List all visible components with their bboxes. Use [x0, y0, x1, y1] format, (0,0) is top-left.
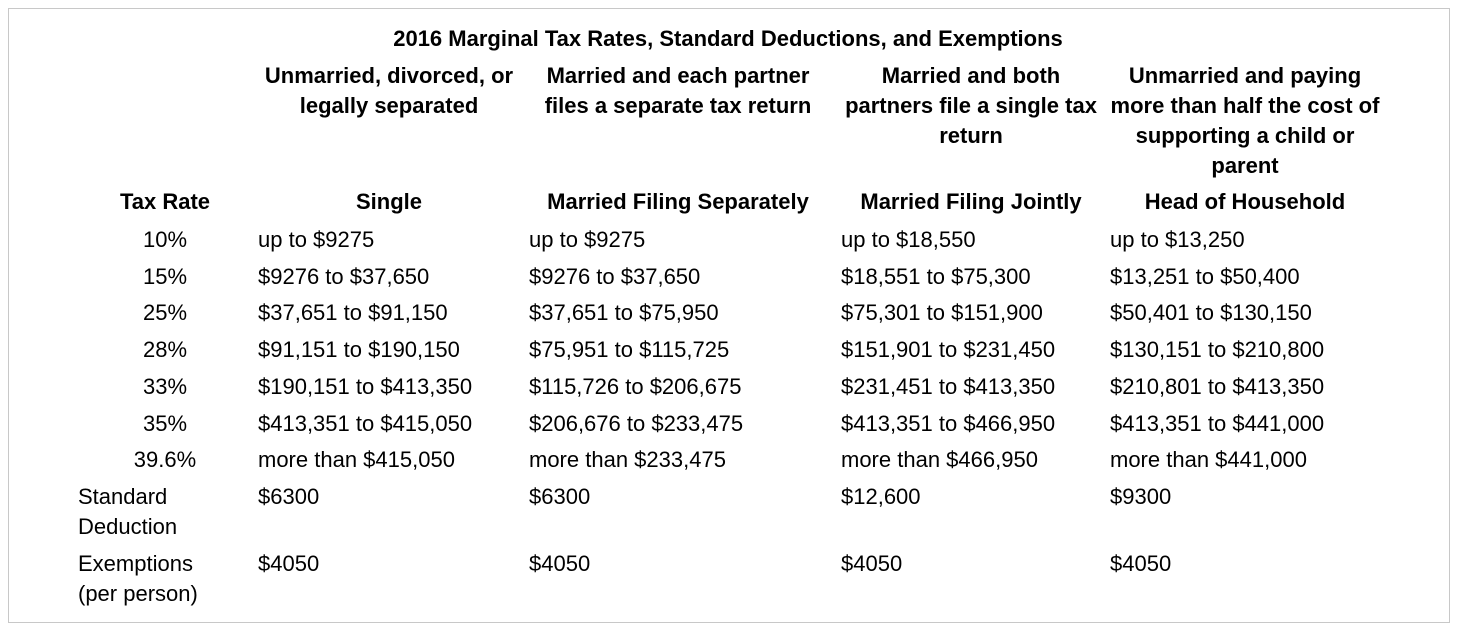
column-header-head-of-household: Head of Household — [1144, 189, 1346, 214]
table-title: 2016 Marginal Tax Rates, Standard Deduct… — [393, 26, 1063, 51]
table-cell: $12,600 — [841, 484, 921, 509]
table-cell: up to $13,250 — [1110, 227, 1245, 252]
table-cell: $231,451 to $413,350 — [841, 374, 1056, 399]
column-description-married-jointly: Married and both partners file a single … — [845, 63, 1097, 148]
table-cell: $130,151 to $210,800 — [1110, 337, 1325, 362]
column-header-married-jointly: Married Filing Jointly — [860, 189, 1082, 214]
table-cell: more than $233,475 — [529, 447, 726, 472]
exemptions-label: Exemptions (per person) — [78, 551, 198, 606]
table-cell: $190,151 to $413,350 — [258, 374, 473, 399]
table-cell: $18,551 to $75,300 — [841, 264, 1031, 289]
table-cell: $9276 to $37,650 — [529, 264, 701, 289]
table-cell: $50,401 to $130,150 — [1110, 300, 1312, 325]
table-cell: $151,901 to $231,450 — [841, 337, 1056, 362]
table-cell: $13,251 to $50,400 — [1110, 264, 1300, 289]
column-description-single: Unmarried, divorced, or legally separate… — [264, 63, 514, 118]
tax-rate-header: Tax Rate — [119, 189, 211, 214]
table-cell: $37,651 to $91,150 — [258, 300, 448, 325]
tax-rate-cell: 10% — [142, 227, 188, 252]
table-cell: $9300 — [1110, 484, 1172, 509]
table-cell: $210,801 to $413,350 — [1110, 374, 1325, 399]
table-cell: $115,726 to $206,675 — [529, 374, 742, 399]
tax-rate-cell: 15% — [142, 264, 188, 289]
tax-rate-cell: 25% — [142, 300, 188, 325]
table-cell: up to $9275 — [529, 227, 646, 252]
column-header-married-separately: Married Filing Separately — [547, 189, 809, 214]
table-cell: $4050 — [841, 551, 903, 576]
table-cell: $413,351 to $415,050 — [258, 411, 473, 436]
table-cell: $9276 to $37,650 — [258, 264, 430, 289]
table-cell: $206,676 to $233,475 — [529, 411, 744, 436]
table-cell: up to $9275 — [258, 227, 375, 252]
table-cell: $91,151 to $190,150 — [258, 337, 460, 362]
column-description-head-of-household: Unmarried and paying more than half the … — [1110, 63, 1380, 178]
table-cell: more than $441,000 — [1110, 447, 1307, 472]
table-cell: $4050 — [258, 551, 320, 576]
column-header-single: Single — [355, 189, 422, 214]
table-cell: $6300 — [529, 484, 591, 509]
table-cell: $75,951 to $115,725 — [529, 337, 730, 362]
tax-rate-cell: 35% — [142, 411, 188, 436]
table-cell: more than $415,050 — [258, 447, 455, 472]
table-cell: $75,301 to $151,900 — [841, 300, 1043, 325]
tax-rate-cell: 28% — [142, 337, 188, 362]
table-cell: $413,351 to $441,000 — [1110, 411, 1325, 436]
table-frame — [8, 8, 1450, 623]
table-cell: $37,651 to $75,950 — [529, 300, 719, 325]
table-cell: more than $466,950 — [841, 447, 1038, 472]
table-cell: up to $18,550 — [841, 227, 976, 252]
table-cell: $4050 — [1110, 551, 1172, 576]
column-description-married-separately: Married and each partner files a separat… — [544, 63, 812, 118]
tax-rate-cell: 39.6% — [133, 447, 197, 472]
table-cell: $4050 — [529, 551, 591, 576]
tax-rate-cell: 33% — [142, 374, 188, 399]
table-cell: $413,351 to $466,950 — [841, 411, 1056, 436]
table-cell: $6300 — [258, 484, 320, 509]
standard-deduction-label: Standard Deduction — [78, 484, 178, 539]
